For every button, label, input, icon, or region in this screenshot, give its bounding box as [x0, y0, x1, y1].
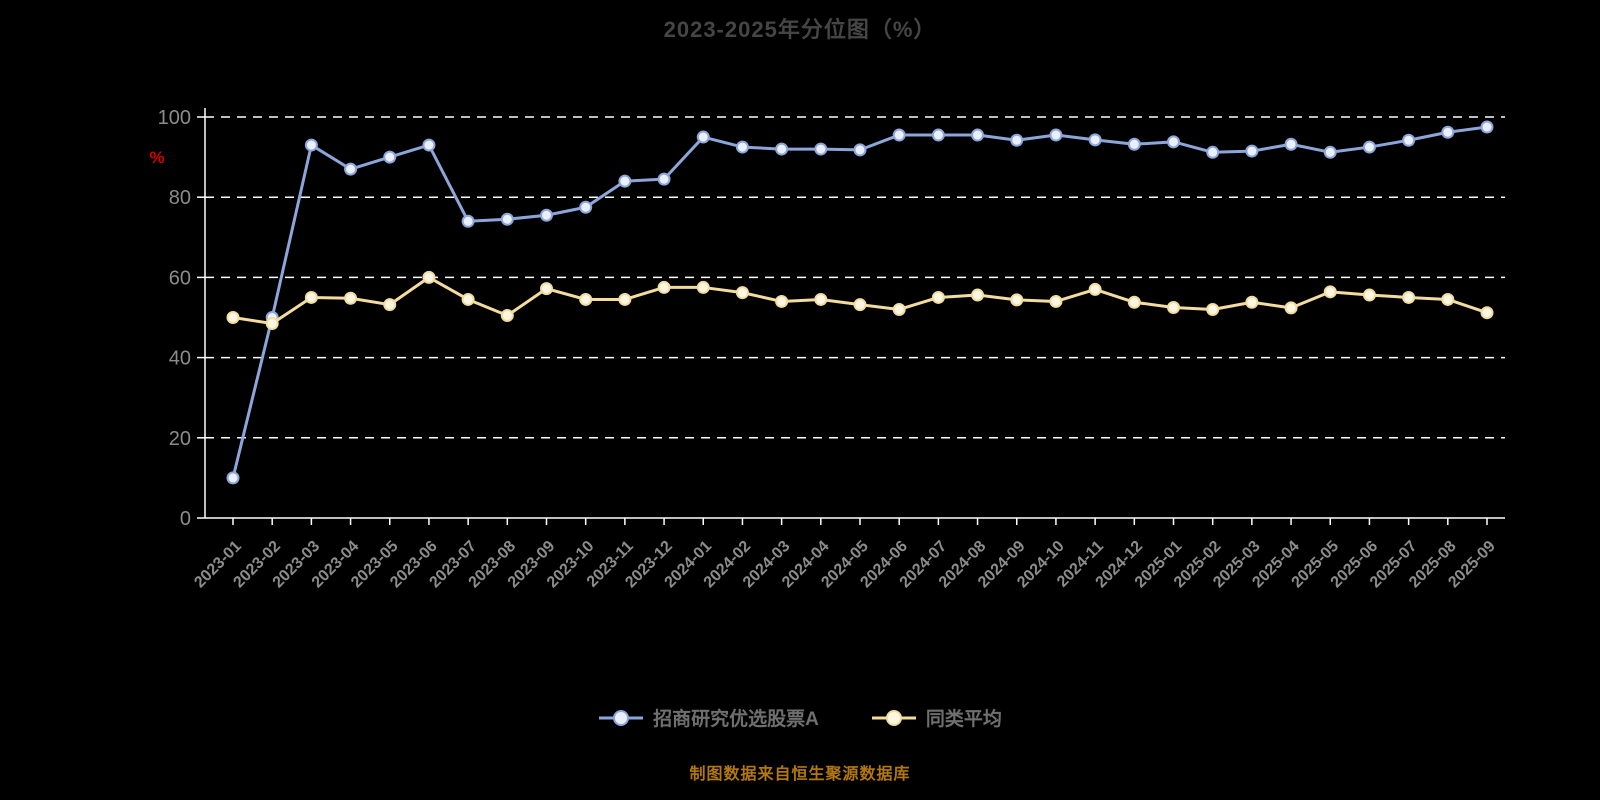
legend-marker-average-icon — [871, 709, 916, 726]
svg-text:100: 100 — [158, 107, 191, 129]
svg-text:%: % — [149, 148, 164, 167]
chart-legend: 招商研究优选股票A 同类平均 — [0, 704, 1600, 731]
svg-text:20: 20 — [169, 428, 191, 450]
legend-label-average: 同类平均 — [925, 709, 1002, 730]
svg-text:80: 80 — [169, 187, 191, 209]
legend-item-fund: 招商研究优选股票A — [598, 704, 819, 731]
legend-marker-fund-icon — [599, 709, 644, 726]
legend-label-fund: 招商研究优选股票A — [653, 709, 819, 730]
svg-text:0: 0 — [180, 508, 191, 530]
svg-text:40: 40 — [169, 348, 191, 370]
svg-text:60: 60 — [169, 267, 191, 289]
percentile-line-chart: 020406080100%2023-012023-022023-032023-0… — [149, 107, 1505, 591]
legend-item-average: 同类平均 — [871, 704, 1002, 731]
data-source-caption: 制图数据来自恒生聚源数据库 — [689, 766, 911, 783]
chart-title: 2023-2025年分位图（%） — [663, 17, 937, 42]
